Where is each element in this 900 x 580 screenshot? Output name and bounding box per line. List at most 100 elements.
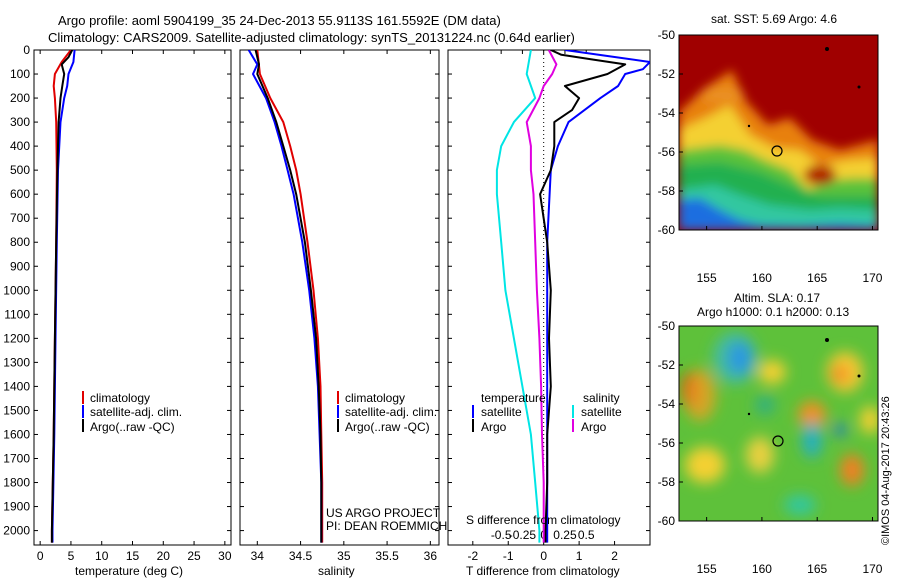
x-tick-label: 36 <box>424 549 438 563</box>
salinity-legend: climatology satellite-adj. clim. Argo(..… <box>337 391 437 434</box>
s-diff-tick-label: 0.25 <box>553 528 577 542</box>
depth-tick-label: 300 <box>10 115 30 129</box>
lon-tick-label: 170 <box>862 562 882 576</box>
series-line-s-satellite <box>495 50 541 543</box>
t-diff-tick-label: -1 <box>503 549 514 563</box>
series-line-argo-raw-qc- <box>254 50 323 543</box>
legend-label-t-argo: Argo <box>481 420 507 434</box>
lat-tick-label: -58 <box>658 184 676 198</box>
depth-tick-label: 100 <box>10 67 30 81</box>
x-tick-label: 34 <box>251 549 265 563</box>
lat-tick-label: -60 <box>658 223 676 237</box>
sst-map-axes: -50 -52 -54 -56 -58 -60 155 160 165 170 <box>658 28 883 285</box>
depth-tick-label: 1200 <box>3 331 30 345</box>
legend-swatch-climatology <box>337 391 339 404</box>
legend-swatch-t-satellite <box>472 405 474 418</box>
series-line-t-satellite <box>546 50 650 543</box>
x-tick-label: 30 <box>218 549 232 563</box>
legend-swatch-s-argo <box>572 419 574 432</box>
imos-watermark: ©IMOS 04-Aug-2017 20:43:26 <box>880 396 892 545</box>
lon-tick-label: 165 <box>807 562 827 576</box>
legend-swatch-satellite <box>82 405 84 418</box>
depth-axis: 0 100 200 300 400 500 600 700 800 900 1000 1100 1200… <box>3 43 650 538</box>
title-line-2: Climatology: CARS2009. Satellite-adjuste… <box>48 30 575 45</box>
depth-tick-label: 200 <box>10 91 30 105</box>
depth-tick-label: 2000 <box>3 524 30 538</box>
temperature-x-axis: 0 5 10 15 20 25 30 <box>37 50 232 563</box>
x-tick-label: 15 <box>126 549 140 563</box>
lat-tick-label: -58 <box>658 475 676 489</box>
depth-tick-label: 1800 <box>3 476 30 490</box>
depth-tick-label: 900 <box>10 259 30 273</box>
legend-title-temperature: temperature <box>481 391 546 405</box>
salinity-x-axis: 34 34.5 35 35.5 36 <box>251 50 438 563</box>
legend-title-salinity: salinity <box>583 391 620 405</box>
lon-tick-label: 165 <box>807 271 827 285</box>
s-diff-tick-label: -0.25 <box>509 528 537 542</box>
x-tick-label: 25 <box>187 549 201 563</box>
project-annotation: US ARGO PROJECT <box>326 506 441 520</box>
sla-map-frame <box>678 325 879 522</box>
lon-tick-label: 160 <box>752 271 772 285</box>
x-tick-label: 0 <box>37 549 44 563</box>
lat-tick-label: -52 <box>658 358 676 372</box>
x-tick-label: 20 <box>157 549 171 563</box>
legend-swatch-climatology <box>82 391 84 404</box>
series-line-t-argo <box>539 50 627 543</box>
lat-tick-label: -56 <box>658 145 676 159</box>
lat-tick-label: -54 <box>658 106 676 120</box>
lat-tick-label: -52 <box>658 67 676 81</box>
depth-tick-label: 1000 <box>3 283 30 297</box>
t-diff-tick-label: 0 <box>540 549 547 563</box>
argo-float-marker <box>771 145 783 157</box>
x-tick-label: 35.5 <box>375 549 399 563</box>
legend-label-climatology: climatology <box>345 391 405 405</box>
depth-tick-label: 1600 <box>3 427 30 441</box>
series-line-s-argo <box>525 50 558 543</box>
t-diff-tick-label: -2 <box>467 549 478 563</box>
legend-swatch-argo <box>82 419 84 432</box>
legend-swatch-t-argo <box>472 419 474 432</box>
legend-swatch-satellite <box>337 405 339 418</box>
legend-label-climatology: climatology <box>90 391 150 405</box>
sst-map-title: sat. SST: 5.69 Argo: 4.6 <box>711 12 837 26</box>
depth-tick-label: 0 <box>23 43 30 57</box>
depth-tick-label: 700 <box>10 211 30 225</box>
sla-map <box>679 326 878 521</box>
temperature-series <box>50 50 76 543</box>
depth-tick-label: 600 <box>10 187 30 201</box>
legend-label-satellite: satellite-adj. clim. <box>345 405 437 419</box>
salinity-series <box>247 50 324 543</box>
legend-swatch-s-satellite <box>572 405 574 418</box>
depth-tick-label: 1700 <box>3 451 30 465</box>
sla-map-title-2: Argo h1000: 0.1 h2000: 0.13 <box>697 305 849 319</box>
sst-map-frame <box>678 34 879 231</box>
legend-label-satellite: satellite-adj. clim. <box>90 405 182 419</box>
salinity-panel <box>239 49 440 546</box>
difference-series <box>495 50 650 545</box>
depth-tick-label: 400 <box>10 139 30 153</box>
sla-map-axes: -50 -52 -54 -56 -58 -60 155 160 165 170 <box>658 319 883 576</box>
lat-tick-label: -54 <box>658 397 676 411</box>
temperature-legend: climatology satellite-adj. clim. Argo(..… <box>82 391 182 434</box>
series-line-argo-raw-qc- <box>50 50 74 543</box>
difference-panel <box>447 49 651 546</box>
argo-float-marker <box>772 435 784 447</box>
legend-label-argo: Argo(..raw -QC) <box>90 420 175 434</box>
x-tick-label: 5 <box>68 549 75 563</box>
sla-map-title-1: Altim. SLA: 0.17 <box>734 291 820 305</box>
s-diff-tick-label: -0.5 <box>491 528 512 542</box>
legend-label-t-satellite: satellite <box>481 405 522 419</box>
salinity-axis-label: salinity <box>318 564 355 578</box>
lat-tick-label: -56 <box>658 436 676 450</box>
t-difference-axis-label: T difference from climatology <box>466 564 620 578</box>
temperature-axis-label: temperature (deg C) <box>75 564 183 578</box>
lat-tick-label: -50 <box>658 28 676 42</box>
pi-annotation: PI: DEAN ROEMMICH <box>326 519 447 533</box>
x-tick-label: 34.5 <box>289 549 313 563</box>
depth-tick-label: 1400 <box>3 379 30 393</box>
lon-tick-label: 155 <box>697 562 717 576</box>
difference-legend: temperature salinity satellite Argo sate… <box>472 391 622 434</box>
depth-tick-label: 1300 <box>3 355 30 369</box>
